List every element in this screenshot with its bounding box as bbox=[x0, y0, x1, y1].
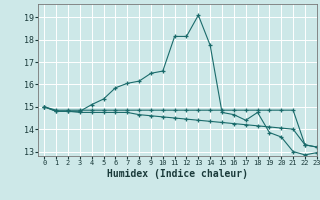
X-axis label: Humidex (Indice chaleur): Humidex (Indice chaleur) bbox=[107, 169, 248, 179]
